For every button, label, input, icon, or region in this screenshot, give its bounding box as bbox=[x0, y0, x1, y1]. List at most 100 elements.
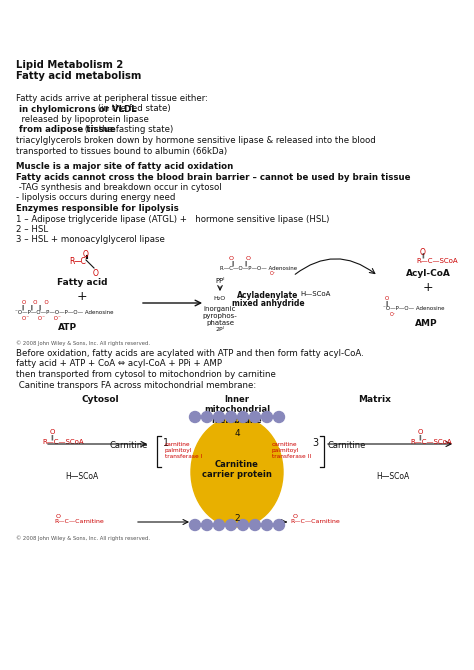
Text: O    O    O: O O O bbox=[22, 300, 49, 305]
Text: O⁻: O⁻ bbox=[270, 271, 276, 276]
Text: Fatty acids arrive at peripheral tissue either:: Fatty acids arrive at peripheral tissue … bbox=[16, 94, 208, 103]
Text: O: O bbox=[292, 514, 298, 519]
Text: R—C—SCoA: R—C—SCoA bbox=[42, 439, 83, 445]
Text: released by lipoprotein lipase: released by lipoprotein lipase bbox=[16, 115, 149, 124]
Text: O: O bbox=[83, 250, 89, 259]
Text: AMP: AMP bbox=[415, 319, 438, 328]
Text: H—SCoA: H—SCoA bbox=[376, 472, 410, 481]
Text: O: O bbox=[385, 296, 389, 301]
Text: carnitine
palmitoyl
transferase II: carnitine palmitoyl transferase II bbox=[272, 442, 311, 458]
Text: © 2008 John Wiley & Sons, Inc. All rights reserved.: © 2008 John Wiley & Sons, Inc. All right… bbox=[16, 535, 150, 541]
Text: H—SCoA: H—SCoA bbox=[301, 291, 331, 297]
Ellipse shape bbox=[191, 417, 283, 527]
Text: R: R bbox=[69, 257, 75, 266]
Text: then transported from cytosol to mitochondrion by carnitine: then transported from cytosol to mitocho… bbox=[16, 370, 276, 379]
Circle shape bbox=[226, 411, 237, 423]
Text: Fatty acid: Fatty acid bbox=[57, 278, 107, 287]
FancyArrowPatch shape bbox=[295, 259, 375, 274]
Circle shape bbox=[249, 411, 261, 423]
Text: 3: 3 bbox=[312, 438, 318, 448]
Circle shape bbox=[237, 519, 248, 531]
Text: 2 – HSL: 2 – HSL bbox=[16, 225, 48, 234]
Text: R—C—Carnitine: R—C—Carnitine bbox=[290, 519, 340, 524]
Text: 1 – Adipose triglyceride lipase (ATGL) +   hormone sensitive lipase (HSL): 1 – Adipose triglyceride lipase (ATGL) +… bbox=[16, 214, 329, 224]
Text: Acyladenylate: Acyladenylate bbox=[237, 291, 299, 300]
Text: ATP: ATP bbox=[58, 323, 78, 332]
Text: mixed anhydride: mixed anhydride bbox=[232, 299, 304, 308]
Text: Fatty acids cannot cross the blood brain barrier – cannot be used by brain tissu: Fatty acids cannot cross the blood brain… bbox=[16, 172, 410, 182]
Text: transported to tissues bound to albumin (66kDa): transported to tissues bound to albumin … bbox=[16, 147, 227, 155]
Circle shape bbox=[201, 519, 212, 531]
Text: ‖       ‖: ‖ ‖ bbox=[232, 261, 248, 267]
Text: ‖    ‖    ‖: ‖ ‖ ‖ bbox=[22, 305, 42, 310]
Text: © 2008 John Wiley & Sons, Inc. All rights reserved.: © 2008 John Wiley & Sons, Inc. All right… bbox=[16, 340, 150, 346]
Text: inorganic: inorganic bbox=[204, 306, 236, 312]
Text: from adipose tissue: from adipose tissue bbox=[16, 125, 116, 135]
Text: ‖: ‖ bbox=[51, 434, 54, 440]
Circle shape bbox=[249, 519, 261, 531]
Text: +: + bbox=[77, 290, 87, 303]
Text: O: O bbox=[420, 248, 426, 257]
Text: (in the fasting state): (in the fasting state) bbox=[82, 125, 173, 135]
Text: phatase: phatase bbox=[206, 320, 234, 326]
Text: R—C—SCoA: R—C—SCoA bbox=[416, 258, 457, 264]
Text: Carnitine
carrier protein: Carnitine carrier protein bbox=[202, 460, 272, 480]
Text: Carnitine: Carnitine bbox=[328, 441, 366, 450]
Text: Muscle is a major site of fatty acid oxidation: Muscle is a major site of fatty acid oxi… bbox=[16, 162, 233, 171]
Text: Canitine transpors FA across mitochondrial membrane:: Canitine transpors FA across mitochondri… bbox=[16, 381, 256, 389]
Text: R—C—Carnitine: R—C—Carnitine bbox=[54, 519, 104, 524]
Circle shape bbox=[273, 411, 284, 423]
Circle shape bbox=[262, 519, 273, 531]
Text: —C: —C bbox=[73, 257, 86, 266]
Text: H₂O: H₂O bbox=[214, 296, 226, 301]
Text: R—C—SCoA: R—C—SCoA bbox=[410, 439, 452, 445]
Text: O      O: O O bbox=[229, 256, 251, 261]
Text: ‖: ‖ bbox=[385, 301, 388, 306]
Text: Inner
mitochondrial
membrane: Inner mitochondrial membrane bbox=[204, 395, 270, 425]
Text: - lipolysis occurs during energy need: - lipolysis occurs during energy need bbox=[16, 194, 175, 202]
Text: PPᴵ: PPᴵ bbox=[215, 278, 225, 284]
Circle shape bbox=[262, 411, 273, 423]
Text: 3 – HSL + monoacylglycerol lipase: 3 – HSL + monoacylglycerol lipase bbox=[16, 235, 165, 245]
Text: R—C—O—P—O— Adenosine: R—C—O—P—O— Adenosine bbox=[220, 266, 297, 271]
Text: (in the fed state): (in the fed state) bbox=[95, 105, 170, 113]
Text: O⁻     O⁻     O⁻: O⁻ O⁻ O⁻ bbox=[22, 316, 61, 321]
Circle shape bbox=[190, 411, 201, 423]
Text: Carnitine: Carnitine bbox=[109, 441, 148, 450]
Circle shape bbox=[273, 519, 284, 531]
Circle shape bbox=[237, 411, 248, 423]
Text: triacylglycerols broken down by hormone sensitive lipase & released into the blo: triacylglycerols broken down by hormone … bbox=[16, 136, 376, 145]
Text: -TAG synthesis and breakdown occur in cytosol: -TAG synthesis and breakdown occur in cy… bbox=[16, 183, 222, 192]
Text: 2Pᴵ: 2Pᴵ bbox=[216, 327, 224, 332]
Text: 4: 4 bbox=[234, 429, 240, 438]
Circle shape bbox=[190, 519, 201, 531]
Circle shape bbox=[201, 411, 212, 423]
Text: O: O bbox=[49, 429, 55, 435]
Text: H—SCoA: H—SCoA bbox=[65, 472, 99, 481]
Text: Cytosol: Cytosol bbox=[81, 395, 119, 404]
Text: ‖: ‖ bbox=[421, 253, 424, 259]
Text: O: O bbox=[55, 514, 61, 519]
Text: O⁻: O⁻ bbox=[390, 312, 396, 317]
Text: 1: 1 bbox=[163, 438, 169, 448]
Text: fatty acid + ATP + CoA ⇔ acyl-CoA + PPi + AMP: fatty acid + ATP + CoA ⇔ acyl-CoA + PPi … bbox=[16, 360, 222, 368]
Text: Lipid Metabolism 2: Lipid Metabolism 2 bbox=[16, 60, 123, 70]
Text: Fatty acid metabolism: Fatty acid metabolism bbox=[16, 71, 141, 81]
Text: Enzymes responsible for lipolysis: Enzymes responsible for lipolysis bbox=[16, 204, 179, 213]
Text: ⁻O—P—O— Adenosine: ⁻O—P—O— Adenosine bbox=[383, 306, 445, 311]
Text: O: O bbox=[417, 429, 423, 435]
Circle shape bbox=[226, 519, 237, 531]
Text: 2: 2 bbox=[234, 514, 240, 523]
Text: carnitine
palmitoyl
transferase I: carnitine palmitoyl transferase I bbox=[165, 442, 202, 458]
Text: ‖: ‖ bbox=[419, 434, 421, 440]
Text: Acyl-CoA: Acyl-CoA bbox=[406, 269, 450, 278]
Circle shape bbox=[213, 411, 225, 423]
Text: Before oxidation, fatty acids are acylated with ATP and then form fatty acyl-CoA: Before oxidation, fatty acids are acylat… bbox=[16, 349, 364, 358]
Text: +: + bbox=[423, 281, 433, 294]
Text: Matrix: Matrix bbox=[358, 395, 392, 404]
Circle shape bbox=[213, 519, 225, 531]
Text: O: O bbox=[93, 269, 99, 278]
Text: pyrophos-: pyrophos- bbox=[202, 313, 237, 319]
Text: in chylomicrons or VLDL: in chylomicrons or VLDL bbox=[16, 105, 137, 113]
Text: ⁻O—P—O—P—O—P—O— Adenosine: ⁻O—P—O—P—O—P—O— Adenosine bbox=[15, 310, 113, 315]
